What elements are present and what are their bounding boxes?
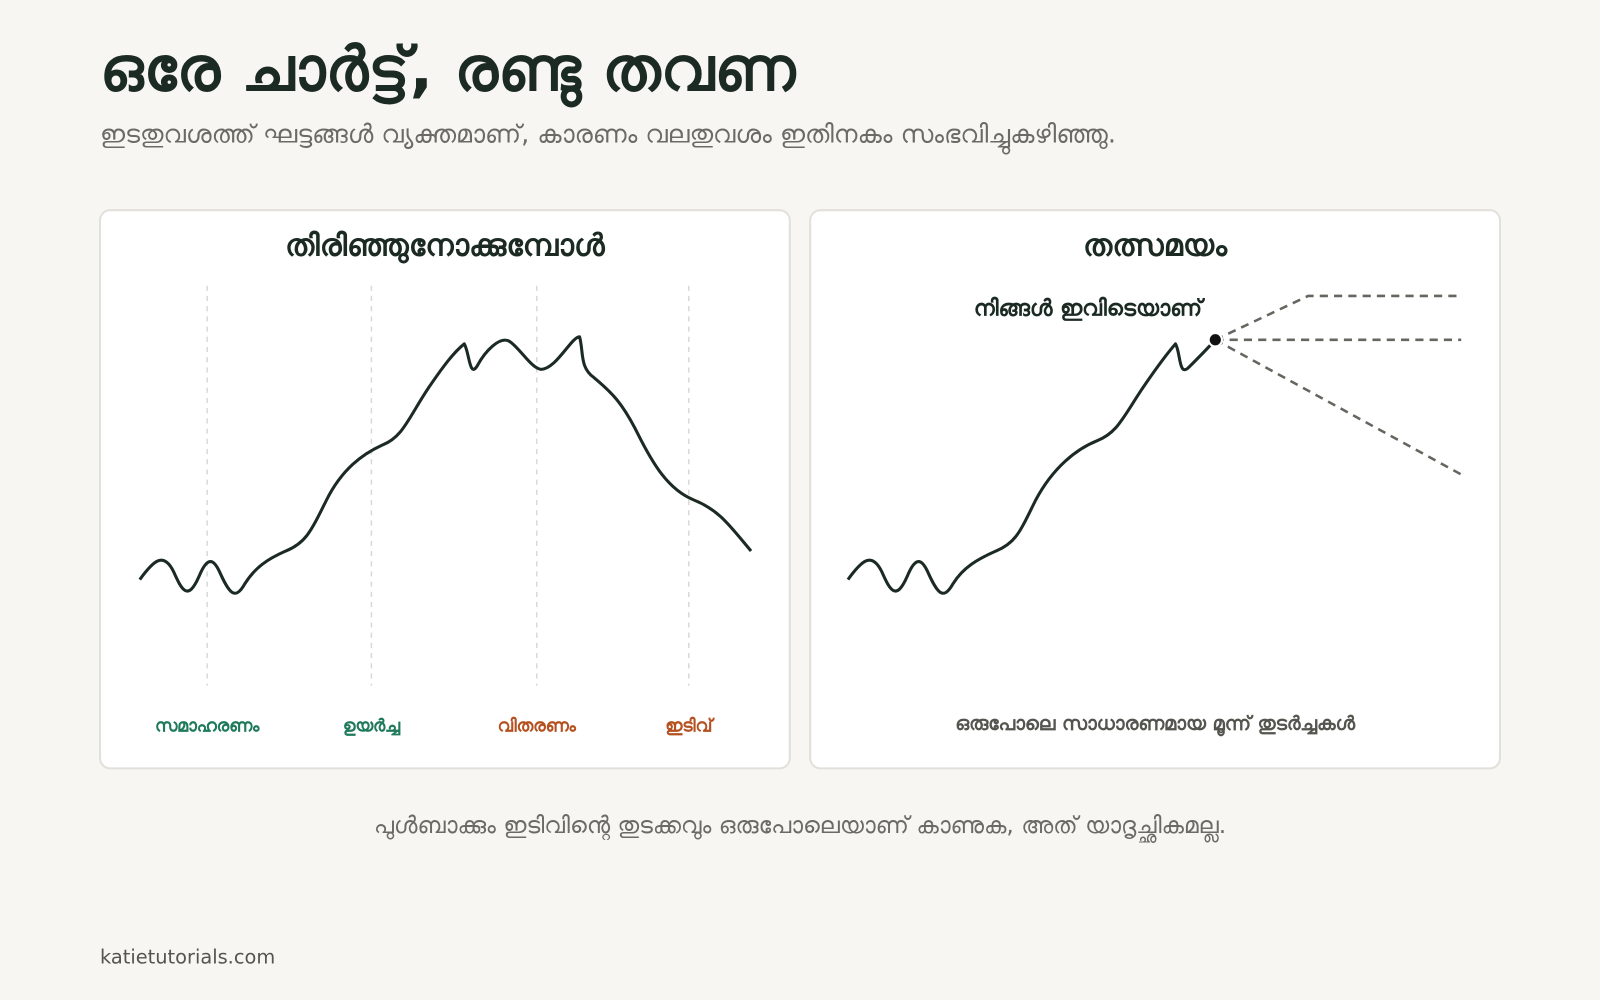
price-curve bbox=[138, 335, 753, 595]
price-curve bbox=[846, 338, 1217, 595]
current-point bbox=[1207, 332, 1223, 348]
phase-label: ഉയർച്ച bbox=[343, 717, 400, 737]
footer-note: പുൾബാക്കും ഇടിവിന്റെ തുടക്കവും ഒരുപോലെയാ… bbox=[374, 811, 1226, 843]
panel bbox=[98, 209, 791, 770]
caption: ഒരുപോലെ സാധാരണമായ മൂന്ന് തുടർച്ചകൾ bbox=[955, 712, 1355, 737]
continuations bbox=[1214, 294, 1462, 476]
subtitle: ഇടതുവശത്ത് ഘട്ടങ്ങൾ വ്യക്തമാണ്, കാരണം വല… bbox=[100, 120, 1116, 155]
title: ഒരേ ചാർട്ട്, രണ്ടു തവണ bbox=[100, 34, 797, 107]
continuation-down bbox=[1214, 338, 1462, 476]
continuation-up bbox=[1214, 294, 1462, 341]
panel bbox=[809, 209, 1502, 770]
panel-title: തിരിഞ്ഞുനോക്കുമ്പോൾ bbox=[285, 228, 606, 264]
phase-label: സമാഹരണം bbox=[155, 717, 260, 737]
annotation: നിങ്ങൾ ഇവിടെയാണ് bbox=[974, 296, 1205, 322]
phase-label: ഇടിവ് bbox=[665, 717, 714, 737]
phase-label: വിതരണം bbox=[498, 717, 577, 737]
source: katietutorials.com bbox=[100, 946, 275, 969]
panel-title: തത്സമയം bbox=[1083, 228, 1228, 263]
